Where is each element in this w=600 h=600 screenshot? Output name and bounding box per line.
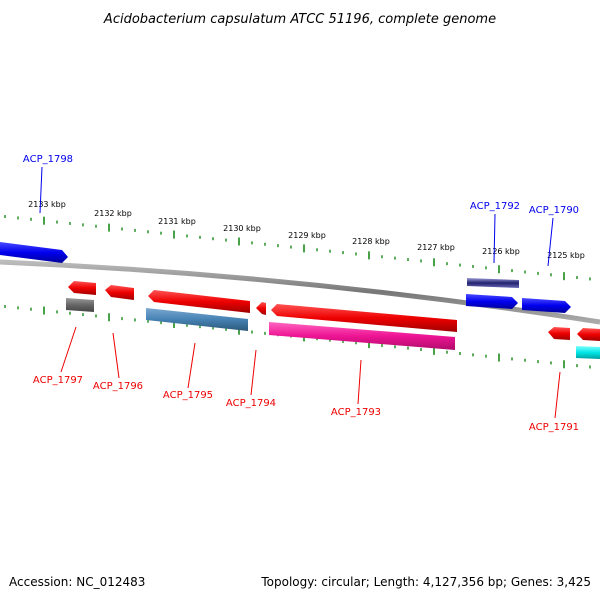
gene-arrow-acp-1797-red[interactable]	[68, 281, 96, 295]
gene-arrow-acp-1793-red[interactable]	[271, 304, 457, 332]
scale-label: 2130 kbp	[223, 224, 261, 233]
gene-arrow-acp-1792[interactable]	[466, 294, 518, 309]
gene-arrow-acp-1791[interactable]	[548, 327, 570, 340]
gene-label[interactable]: ACP_1795	[163, 390, 213, 401]
scale-label: 2125 kbp	[547, 251, 585, 260]
scale-label: 2126 kbp	[482, 247, 520, 256]
scale-label: 2132 kbp	[94, 209, 132, 218]
scale-label: 2127 kbp	[417, 243, 455, 252]
scale-label: 2129 kbp	[288, 231, 326, 240]
gene-arrow-right-edge[interactable]	[577, 328, 600, 341]
gene-label[interactable]: ACP_1794	[226, 398, 276, 409]
topology-text: Topology: circular; Length: 4,127,356 bp…	[260, 575, 591, 589]
gene-label[interactable]: ACP_1790	[529, 205, 579, 216]
gene-label[interactable]: ACP_1792	[470, 201, 520, 212]
gene-labels: ACP_1798 ACP_1792 ACP_1790 ACP_1797 ACP_…	[23, 154, 579, 433]
gene-arrow-acp-1796[interactable]	[105, 285, 134, 300]
label-leaders	[39, 166, 561, 419]
gene-label[interactable]: ACP_1797	[33, 375, 83, 386]
scale-label: 2131 kbp	[158, 217, 196, 226]
gene-arrow-acp-1790[interactable]	[522, 298, 571, 313]
gene-arrow-cyan[interactable]	[576, 346, 600, 359]
forward-genes	[0, 242, 571, 313]
gene-arrow-acp-1794[interactable]	[256, 302, 266, 315]
gene-arrow-acp-1797[interactable]	[66, 298, 94, 312]
scale-labels: 2133 kbp 2132 kbp 2131 kbp 2130 kbp 2129…	[28, 200, 585, 260]
genome-backbone	[0, 259, 600, 325]
gene-arrow-acp-1798[interactable]	[0, 242, 68, 263]
reverse-genes	[66, 281, 600, 359]
gene-arrow-acp-1793[interactable]	[269, 322, 455, 350]
gene-label[interactable]: ACP_1796	[93, 381, 143, 392]
gene-arrow-acp-1795-red[interactable]	[148, 290, 250, 313]
accession-text: Accession: NC_012483	[9, 575, 145, 589]
gene-arrow-acp-1795[interactable]	[146, 308, 248, 331]
map-title: Acidobacterium capsulatum ATCC 51196, co…	[103, 12, 496, 27]
gene-label[interactable]: ACP_1798	[23, 154, 73, 165]
scale-label: 2128 kbp	[352, 237, 390, 246]
forward-scale	[4, 215, 591, 281]
scale-label: 2133 kbp	[28, 200, 66, 209]
gene-arrow-acp-1792-slate[interactable]	[467, 278, 519, 288]
gene-label[interactable]: ACP_1791	[529, 422, 579, 433]
gene-label[interactable]: ACP_1793	[331, 407, 381, 418]
